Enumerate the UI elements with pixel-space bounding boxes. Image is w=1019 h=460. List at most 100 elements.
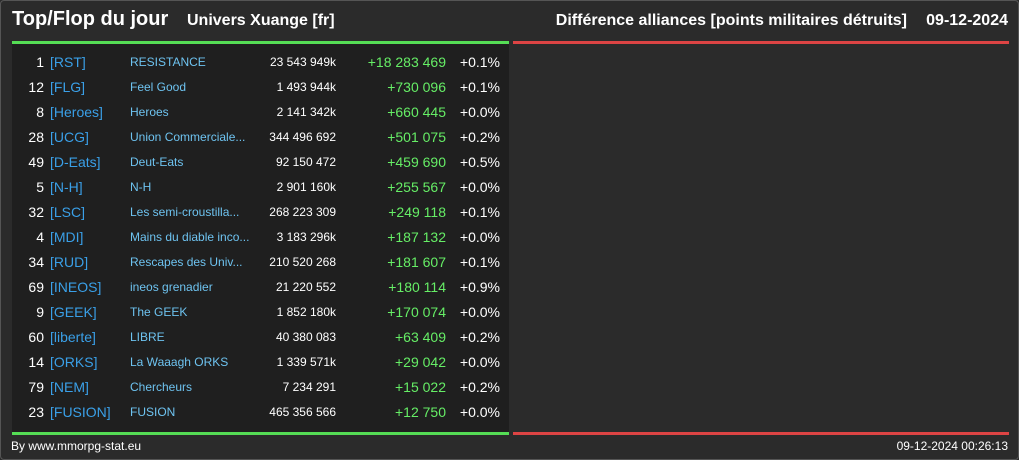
percent-change: +0.0% [459, 404, 500, 420]
total-points: 92 150 472 [275, 155, 336, 169]
ranking-subtitle: Différence alliances [points militaires … [555, 12, 907, 29]
alliance-tag[interactable]: [Heroes] [50, 104, 103, 120]
rank-cell: 60 [28, 329, 44, 345]
alliance-name[interactable]: Heroes [130, 105, 169, 119]
header-date: 09-12-2024 [926, 12, 1008, 29]
percent-change: +0.0% [459, 104, 500, 120]
percent-change: +0.1% [459, 254, 500, 270]
alliance-tag[interactable]: [RST] [50, 54, 86, 70]
table-row: 14 [ORKS] La Waaagh ORKS 1 339 571k +29 042 +… [12, 350, 509, 375]
alliance-name[interactable]: The GEEK [130, 305, 188, 319]
table-row: 4 [MDI] Mains du diable inco... 3 183 296k +… [12, 225, 509, 250]
points-difference: +12 750 [395, 404, 446, 420]
percent-change: +0.2% [459, 329, 500, 345]
alliance-tag[interactable]: [NEM] [50, 379, 89, 395]
table-row: 1 [RST] RESISTANCE 23 543 949k +18 283 469 +0… [12, 50, 509, 75]
alliance-tag[interactable]: [GEEK] [50, 304, 97, 320]
rank-cell: 4 [36, 229, 44, 245]
alliance-name[interactable]: Feel Good [130, 80, 187, 94]
percent-change: +0.9% [459, 279, 500, 295]
top-panel: 1 [RST] RESISTANCE 23 543 949k +18 283 469 +0… [12, 41, 509, 435]
rank-cell: 49 [28, 154, 44, 170]
alliance-tag[interactable]: [ORKS] [50, 354, 98, 370]
table-row: 23 [FUSION] FUSION 465 356 566 +12 750 +0.0% [12, 400, 509, 425]
alliance-name[interactable]: Union Commerciale... [130, 130, 246, 144]
rank-cell: 69 [28, 279, 44, 295]
alliance-name[interactable]: Deut-Eats [130, 155, 184, 169]
total-points: 344 496 692 [269, 130, 336, 144]
site-credit-link[interactable]: By www.mmorpg-stat.eu [11, 439, 142, 453]
points-difference: +180 114 [388, 279, 446, 295]
header: Top/Flop du jour Univers Xuange [fr] Dif… [1, 1, 1018, 39]
percent-change: +0.1% [459, 54, 500, 70]
alliance-name[interactable]: Rescapes des Univ... [130, 255, 243, 269]
alliance-name[interactable]: Les semi-croustilla... [130, 205, 240, 219]
points-difference: +660 445 [387, 104, 446, 120]
points-difference: +249 118 [388, 204, 446, 220]
percent-change: +0.0% [459, 179, 500, 195]
points-difference: +181 607 [387, 254, 446, 270]
table-row: 60 [liberte] LIBRE 40 380 083 +63 409 +0.2% [12, 325, 509, 350]
total-points: 210 520 268 [269, 255, 336, 269]
alliance-tag[interactable]: [FLG] [50, 79, 86, 95]
table-row: 32 [LSC] Les semi-croustilla... 268 223 309… [12, 200, 509, 225]
percent-change: +0.0% [459, 229, 500, 245]
points-difference: +187 132 [387, 229, 446, 245]
rank-cell: 1 [36, 54, 44, 70]
percent-change: +0.1% [459, 204, 500, 220]
rank-cell: 32 [28, 204, 44, 220]
alliance-name[interactable]: Mains du diable inco... [130, 230, 250, 244]
table-row: 69 [INEOS] ineos grenadier 21 220 552 +180 1… [12, 275, 509, 300]
alliance-tag[interactable]: [MDI] [50, 229, 84, 245]
alliance-tag[interactable]: [LSC] [50, 204, 86, 220]
total-points: 40 380 083 [275, 330, 336, 344]
alliance-name[interactable]: RESISTANCE [130, 55, 206, 69]
rank-cell: 23 [28, 404, 44, 420]
total-points: 23 543 949k [269, 55, 336, 69]
percent-change: +0.1% [459, 79, 500, 95]
total-points: 3 183 296k [276, 230, 336, 244]
total-points: 465 356 566 [269, 405, 336, 419]
alliance-tag[interactable]: [RUD] [50, 254, 89, 270]
alliance-name[interactable]: ineos grenadier [130, 280, 213, 294]
alliance-tag[interactable]: [D-Eats] [50, 154, 101, 170]
points-difference: +29 042 [395, 354, 446, 370]
table-row: 79 [NEM] Chercheurs 7 234 291 +15 022 +0.2% [12, 375, 509, 400]
alliance-tag[interactable]: [liberte] [50, 329, 96, 345]
alliance-tag[interactable]: [UCG] [50, 129, 89, 145]
total-points: 268 223 309 [269, 205, 336, 219]
percent-change: +0.0% [459, 354, 500, 370]
page-title: Top/Flop du jour [12, 8, 169, 30]
table-row: 9 [GEEK] The GEEK 1 852 180k +170 074 +0.0% [12, 300, 509, 325]
rank-cell: 5 [36, 179, 44, 195]
points-difference: +63 409 [395, 329, 446, 345]
percent-change: +0.2% [459, 129, 500, 145]
table-row: 34 [RUD] Rescapes des Univ... 210 520 268 +1… [12, 250, 509, 275]
rank-cell: 14 [28, 354, 44, 370]
alliance-name[interactable]: La Waaagh ORKS [130, 355, 229, 369]
alliance-name[interactable]: Chercheurs [130, 380, 193, 394]
rank-cell: 9 [36, 304, 44, 320]
table-row: 49 [D-Eats] Deut-Eats 92 150 472 +459 690 +0.… [12, 150, 509, 175]
alliance-tag[interactable]: [INEOS] [50, 279, 102, 295]
percent-change: +0.2% [459, 379, 500, 395]
total-points: 1 339 571k [276, 355, 336, 369]
table-row: 12 [FLG] Feel Good 1 493 944k +730 096 +0.1% [12, 75, 509, 100]
points-difference: +15 022 [395, 379, 446, 395]
table-row: 28 [UCG] Union Commerciale... 344 496 692 +5… [12, 125, 509, 150]
alliance-name[interactable]: N-H [130, 180, 152, 194]
total-points: 2 901 160k [276, 180, 336, 194]
points-difference: +730 096 [387, 79, 446, 95]
total-points: 1 493 944k [276, 80, 336, 94]
table-row: 5 [N-H] N-H 2 901 160k +255 567 +0.0% [12, 175, 509, 200]
alliance-tag[interactable]: [FUSION] [50, 404, 111, 420]
alliance-name[interactable]: LIBRE [130, 330, 165, 344]
points-difference: +170 074 [387, 304, 446, 320]
generated-timestamp: 09-12-2024 00:26:13 [896, 439, 1008, 453]
points-difference: +501 075 [387, 129, 446, 145]
total-points: 21 220 552 [275, 280, 336, 294]
rank-cell: 28 [28, 129, 44, 145]
alliance-name[interactable]: FUSION [130, 405, 176, 419]
alliance-tag[interactable]: [N-H] [50, 179, 83, 195]
